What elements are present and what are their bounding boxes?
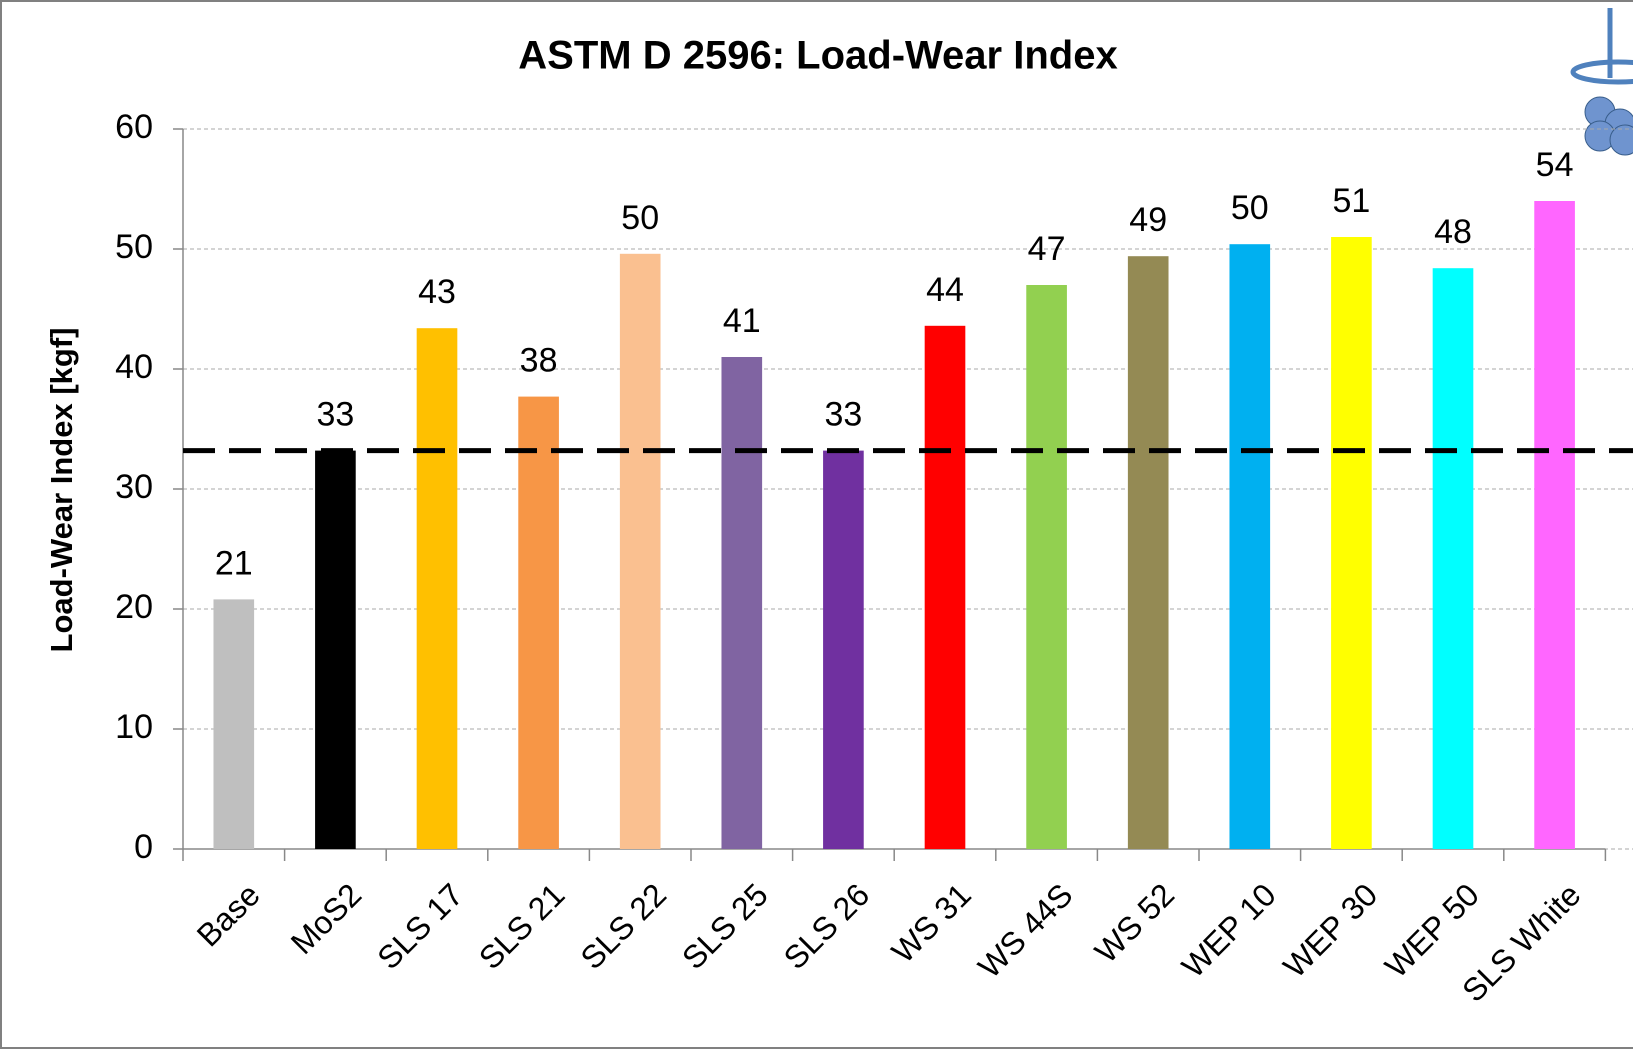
chart-title: ASTM D 2596: Load-Wear Index (518, 34, 1117, 78)
bar (1534, 201, 1575, 849)
y-tick-label: 0 (134, 828, 153, 866)
data-label: 38 (520, 342, 558, 380)
y-axis-title: Load-Wear Index [kgf] (44, 328, 79, 653)
bar (924, 325, 966, 849)
bar (721, 357, 763, 849)
bar (1026, 285, 1067, 849)
data-label: 21 (215, 544, 253, 582)
data-label: 33 (316, 396, 354, 434)
data-label: 50 (621, 199, 659, 237)
data-label: 44 (926, 271, 964, 309)
data-label: 50 (1231, 189, 1269, 227)
y-tick-label: 30 (115, 468, 153, 506)
bar (416, 328, 458, 849)
data-label: 33 (824, 396, 862, 434)
data-label: 48 (1434, 213, 1472, 251)
data-label: 54 (1536, 146, 1574, 184)
bar (1127, 256, 1169, 849)
data-label: 51 (1332, 182, 1370, 220)
data-label: 47 (1028, 230, 1066, 268)
bar (213, 599, 255, 849)
bar (619, 253, 661, 850)
bar (1331, 237, 1372, 849)
data-label: 49 (1129, 201, 1167, 239)
y-tick-label: 60 (115, 108, 153, 146)
y-tick-label: 20 (115, 588, 153, 626)
data-label: 41 (723, 302, 761, 340)
y-tick-label: 40 (115, 348, 153, 386)
data-label: 43 (418, 273, 456, 311)
y-tick-label: 10 (115, 708, 153, 746)
bar (1432, 268, 1474, 849)
bar (518, 396, 559, 849)
bar (1229, 244, 1271, 849)
y-tick-label: 50 (115, 228, 153, 266)
bar (823, 450, 864, 849)
bar (315, 450, 356, 849)
